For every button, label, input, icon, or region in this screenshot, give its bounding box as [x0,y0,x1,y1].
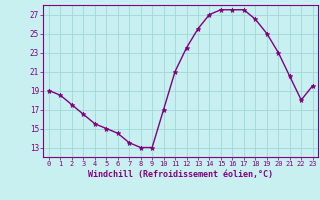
X-axis label: Windchill (Refroidissement éolien,°C): Windchill (Refroidissement éolien,°C) [88,170,273,179]
